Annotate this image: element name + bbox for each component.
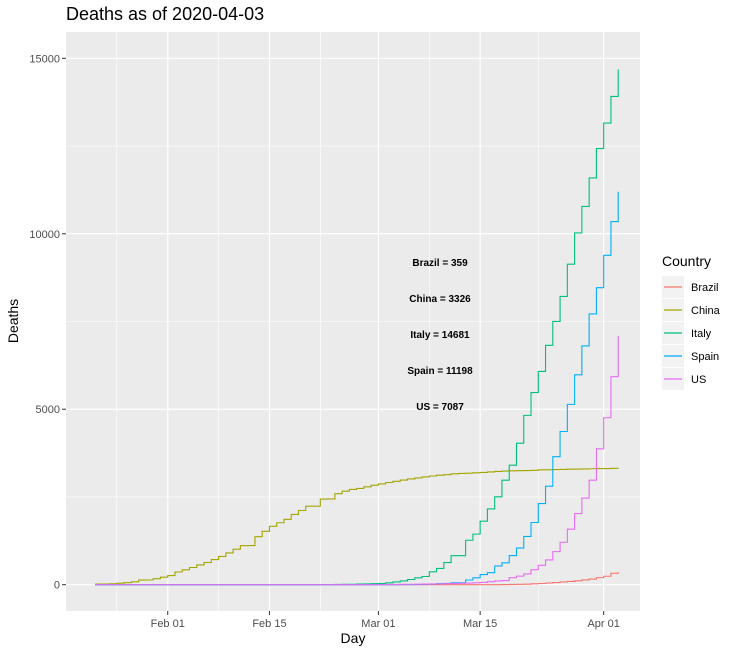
annotation-china: China = 3326: [409, 294, 471, 305]
series-line-italy: [95, 69, 619, 586]
annotation-layer: Brazil = 359 China = 3326 Italy = 14681 …: [407, 258, 473, 413]
legend-label-italy: Italy: [691, 328, 712, 340]
annotation-italy: Italy = 14681: [410, 330, 470, 341]
legend-label-spain: Spain: [691, 351, 719, 363]
annotation-brazil: Brazil = 359: [412, 258, 468, 269]
annotation-us: US = 7087: [416, 402, 464, 413]
legend-label-brazil: Brazil: [691, 282, 719, 294]
legend-label-china: China: [691, 305, 721, 317]
x-axis-title: Day: [341, 630, 366, 646]
x-tick-label: Mar 15: [463, 618, 497, 630]
x-tick-label: Feb 15: [252, 618, 286, 630]
legend-title: Country: [662, 253, 711, 269]
legend: Country Brazil China Italy Spain US: [662, 253, 721, 390]
chart-title: Deaths as of 2020-04-03: [66, 4, 264, 24]
annotation-spain: Spain = 11198: [407, 366, 473, 377]
series-line-brazil: [95, 572, 619, 586]
y-axis: 0 5000 10000 15000: [29, 53, 66, 592]
x-axis: Feb 01 Feb 15 Mar 01 Mar 15 Apr 01: [151, 611, 620, 630]
x-tick-label: Mar 01: [361, 618, 395, 630]
x-tick-label: Feb 01: [151, 618, 185, 630]
series-line-china: [95, 467, 619, 585]
y-tick-label: 5000: [36, 404, 60, 416]
y-tick-label: 0: [54, 580, 60, 592]
series-layer: [95, 69, 619, 586]
y-axis-title: Deaths: [5, 299, 21, 343]
legend-label-us: US: [691, 374, 706, 386]
x-tick-label: Apr 01: [587, 618, 619, 630]
y-tick-label: 10000: [29, 229, 60, 241]
series-line-us: [95, 335, 619, 586]
y-tick-label: 15000: [29, 53, 60, 65]
